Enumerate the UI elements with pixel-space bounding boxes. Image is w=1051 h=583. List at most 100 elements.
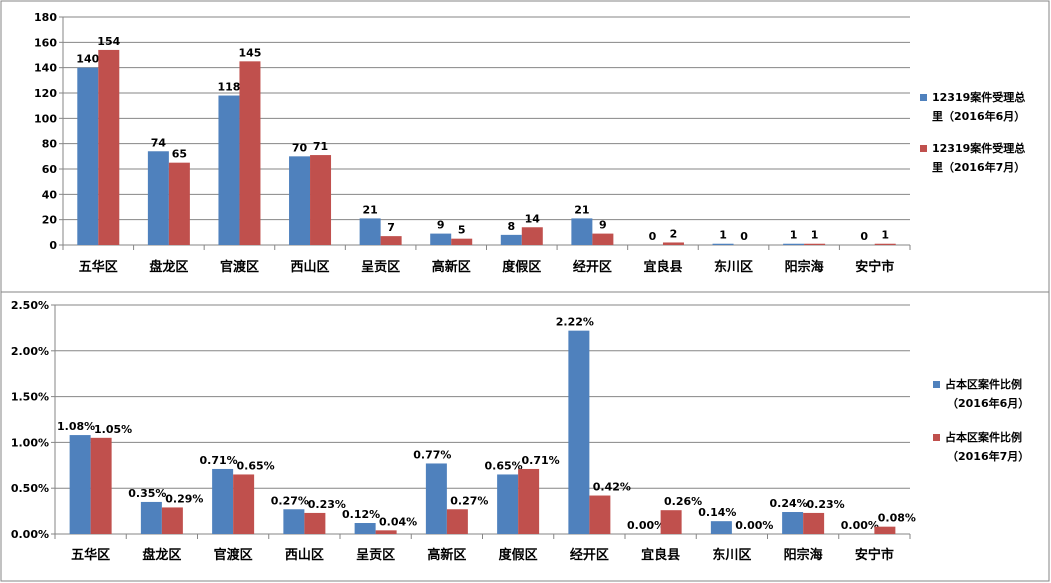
bar-cases-s1 xyxy=(430,233,452,245)
legend-label-ratio-jun-line1: 占本区案件比例 xyxy=(945,378,1022,391)
bar-cases-s2 xyxy=(380,236,402,245)
data-label-ratio-s2: 0.29% xyxy=(165,492,203,505)
data-label-ratio-s1: 0.00% xyxy=(627,519,665,532)
data-label-cases-s1: 140 xyxy=(76,53,99,66)
x-category-label: 经开区 xyxy=(570,547,609,563)
x-category-label: 高新区 xyxy=(427,547,466,563)
data-label-cases-s2: 7 xyxy=(387,221,395,234)
y-tick-label: 80 xyxy=(42,138,58,151)
bar-ratio-s1 xyxy=(354,523,376,534)
y-tick-label: 40 xyxy=(42,188,58,201)
x-category-label: 宜良县 xyxy=(643,259,682,275)
data-label-ratio-s1: 0.00% xyxy=(841,519,879,532)
x-category-label: 呈贡区 xyxy=(361,260,400,275)
x-category-label: 官渡区 xyxy=(214,547,253,563)
x-category-label: 度假区 xyxy=(499,547,538,563)
bar-ratio-s1 xyxy=(568,330,590,534)
y-tick-label: 160 xyxy=(34,36,57,49)
bar-cases-s2 xyxy=(168,162,190,245)
bar-cases-s1 xyxy=(359,218,381,245)
bar-cases-s2 xyxy=(98,49,120,245)
legend-label-jun-line1: 12319案件受理总 xyxy=(932,91,1026,104)
y-tick-label: 0.00% xyxy=(11,528,49,541)
bar-ratio-s1 xyxy=(425,463,447,534)
y-tick-label: 2.00% xyxy=(11,345,49,358)
data-label-cases-s2: 1 xyxy=(881,229,889,242)
x-category-label: 东川区 xyxy=(712,547,751,563)
x-category-label: 五华区 xyxy=(79,259,118,275)
legend-label-ratio-jul-line2: （2016年7月） xyxy=(947,450,1030,463)
bar-ratio-s2 xyxy=(375,530,397,534)
bar-ratio-s1 xyxy=(212,468,234,534)
x-category-label: 东川区 xyxy=(714,259,753,275)
data-label-ratio-s2: 0.71% xyxy=(522,454,560,467)
y-tick-label: 140 xyxy=(34,62,57,75)
bar-ratio-s2 xyxy=(233,474,255,534)
bar-cases-s2 xyxy=(874,243,896,245)
data-label-cases-s1: 70 xyxy=(292,141,308,154)
bar-ratio-s2 xyxy=(446,509,468,534)
y-tick-label: 100 xyxy=(34,112,57,125)
data-label-ratio-s2: 0.42% xyxy=(593,481,631,494)
data-label-ratio-s2: 0.00% xyxy=(735,519,773,532)
legend-item-ratio-jul: 占本区案件比例 （2016年7月） xyxy=(933,428,1029,466)
data-label-ratio-s1: 1.08% xyxy=(57,420,95,433)
y-tick-label: 20 xyxy=(42,214,58,227)
data-label-cases-s1: 0 xyxy=(649,230,657,243)
bar-ratio-s2 xyxy=(874,526,896,534)
x-category-label: 宜良县 xyxy=(641,547,680,563)
legend-label-ratio-jul-line1: 占本区案件比例 xyxy=(945,431,1022,444)
bar-cases-s2 xyxy=(451,238,473,245)
data-label-ratio-s2: 0.04% xyxy=(379,515,417,528)
legend-ratio: 占本区案件比例 （2016年6月） 占本区案件比例 （2016年7月） xyxy=(933,375,1029,466)
x-category-label: 五华区 xyxy=(71,547,110,563)
data-label-cases-s1: 9 xyxy=(437,219,445,232)
y-tick-label: 120 xyxy=(34,87,57,100)
data-label-ratio-s1: 2.22% xyxy=(556,316,594,329)
bar-ratio-s2 xyxy=(803,512,825,534)
bar-cases-s1 xyxy=(218,95,240,246)
bar-ratio-s1 xyxy=(283,509,305,534)
bar-cases-s1 xyxy=(289,156,311,245)
legend-swatch-ratio-jul xyxy=(933,434,940,441)
x-category-label: 阳宗海 xyxy=(785,259,824,275)
data-label-ratio-s2: 0.08% xyxy=(878,512,916,525)
data-label-ratio-s1: 0.35% xyxy=(128,487,166,500)
x-category-label: 盘龙区 xyxy=(149,259,188,275)
data-label-cases-s2: 1 xyxy=(811,229,819,242)
bar-cases-s1 xyxy=(500,234,522,245)
chart-panel-ratio: 0.00% 0.50% 1.00% 1.50% 2.00% 2.50% 五华区 盘龙区 官渡区 西… xyxy=(0,291,1051,583)
bar-ratio-s1 xyxy=(69,435,91,534)
bar-ratio-s2 xyxy=(90,437,112,534)
data-label-cases-s2: 14 xyxy=(525,212,541,225)
data-label-cases-s1: 118 xyxy=(217,81,240,94)
data-label-cases-s1: 21 xyxy=(574,203,589,216)
x-category-label: 高新区 xyxy=(432,259,471,275)
x-category-label: 盘龙区 xyxy=(142,547,181,563)
data-label-cases-s1: 0 xyxy=(860,230,868,243)
data-label-ratio-s2: 0.27% xyxy=(450,494,488,507)
y-tick-label: 180 xyxy=(34,11,57,24)
chart-panel-cases: 0 20 40 60 80 100 120 140 160 180 五华区 盘龙区 官渡区 西山区 呈贡区高… xyxy=(0,0,1050,293)
bar-cases-s2 xyxy=(662,242,684,245)
bar-ratio-s2 xyxy=(161,507,183,534)
x-category-label: 西山区 xyxy=(285,547,324,563)
chart-border xyxy=(0,291,1050,582)
data-label-cases-s1: 1 xyxy=(719,229,727,242)
data-label-ratio-s1: 0.14% xyxy=(698,506,736,519)
legend-cases: 12319案件受理总 里（2016年6月） 12319案件受理总 里（2016年… xyxy=(920,88,1025,177)
bar-ratio-s2 xyxy=(304,512,326,534)
data-label-ratio-s1: 0.77% xyxy=(413,448,451,461)
bar-cases-s2 xyxy=(804,243,826,245)
bar-cases-s1 xyxy=(147,151,169,245)
data-label-ratio-s2: 0.26% xyxy=(664,495,702,508)
chart-cases-count: 020406080100120140160180五华区 盘龙区 官渡区 西山区 呈贡区高… xyxy=(0,0,1050,293)
x-category-label: 呈贡区 xyxy=(356,548,395,563)
data-label-ratio-s2: 1.05% xyxy=(94,423,132,436)
bar-ratio-s1 xyxy=(710,521,732,534)
data-label-ratio-s1: 0.12% xyxy=(342,508,380,521)
data-label-cases-s2: 154 xyxy=(97,35,120,48)
data-label-cases-s2: 71 xyxy=(313,140,328,153)
x-category-label: 西山区 xyxy=(291,259,330,275)
bar-ratio-s2 xyxy=(589,495,611,534)
